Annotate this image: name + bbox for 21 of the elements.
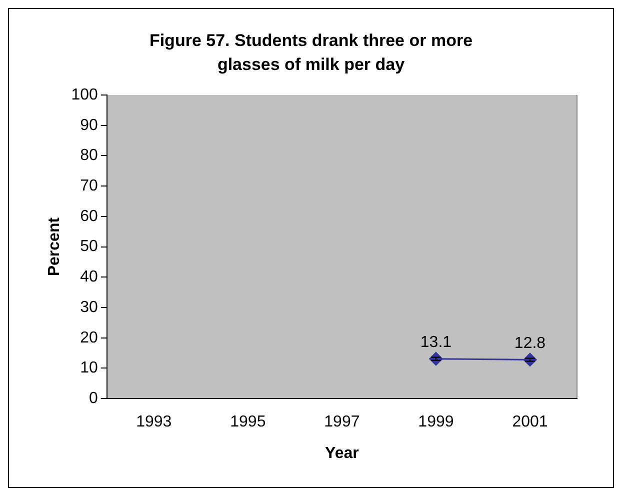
chart-title: Figure 57. Students drank three or more glasses of milk per day [148, 30, 474, 76]
y-tick-label: 80 [80, 147, 98, 164]
x-tick-label: 1993 [136, 414, 172, 431]
x-tick-label: 2001 [512, 414, 548, 431]
x-tick-label: 1999 [418, 414, 454, 431]
y-tick-label: 10 [80, 360, 98, 377]
y-tick-label: 20 [80, 329, 98, 346]
y-tick-label: 30 [80, 298, 98, 316]
y-tick-label: 40 [80, 268, 98, 286]
y-tick-label: 0 [88, 390, 98, 408]
y-tick-label: 90 [80, 116, 98, 134]
data-label: 13.1 [420, 334, 452, 352]
y-tick-label: 70 [80, 177, 98, 194]
x-axis-title: Year [325, 444, 359, 462]
x-tick-label: 1997 [324, 414, 360, 431]
y-tick-label: 60 [80, 208, 98, 225]
y-tick-label: 100 [71, 86, 98, 104]
y-axis-title: Percent [46, 216, 64, 276]
y-tick-label: 50 [80, 238, 98, 256]
data-label: 12.8 [514, 335, 546, 352]
x-tick-label: 1995 [230, 414, 266, 431]
